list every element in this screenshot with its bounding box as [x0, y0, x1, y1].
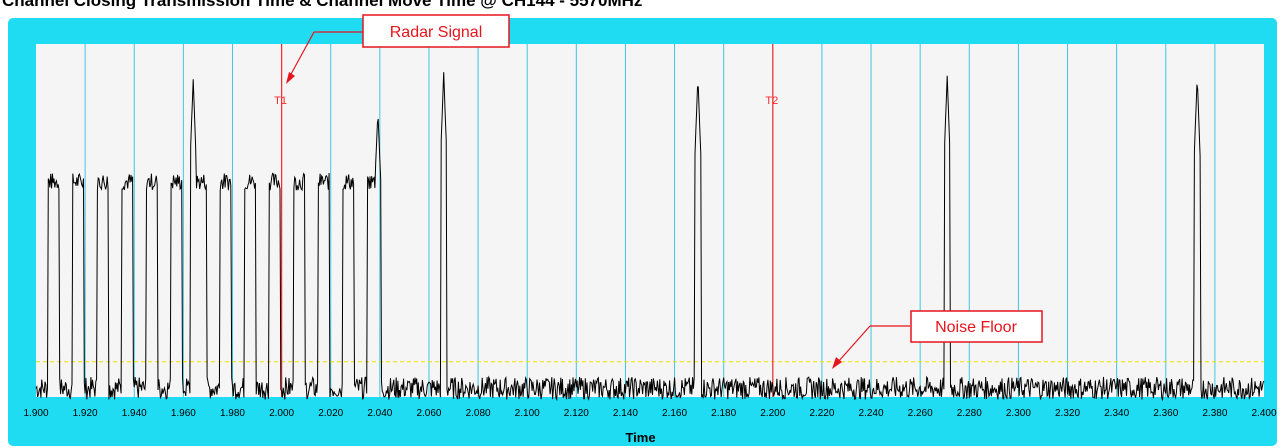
radar-signal-callout: Radar Signal: [362, 14, 510, 48]
x-tick-label: 2.260: [908, 408, 933, 419]
x-tick-label: 2.080: [466, 408, 491, 419]
noise-floor-label: Noise Floor: [935, 319, 1017, 336]
x-tick-label: 2.380: [1202, 408, 1227, 419]
x-axis-title: Time: [625, 430, 656, 445]
x-tick-label: 1.940: [122, 408, 147, 419]
x-tick-label: 2.360: [1153, 408, 1178, 419]
x-tick-label: 2.300: [1006, 408, 1031, 419]
radar-signal-arrow-shaft: [289, 31, 315, 77]
noise-floor-callout: Noise Floor: [910, 310, 1043, 343]
x-tick-label: 2.020: [318, 408, 343, 419]
x-tick-label: 2.320: [1055, 408, 1080, 419]
noise-floor-arrow-shaft: [837, 325, 871, 363]
x-tick-label: 1.920: [73, 408, 98, 419]
radar-signal-arrowhead: [286, 72, 295, 84]
x-tick-label: 2.400: [1251, 408, 1276, 419]
x-tick-label: 2.000: [269, 408, 294, 419]
signal-trace: [35, 72, 1265, 402]
x-tick-label: 2.100: [515, 408, 540, 419]
x-tick-label: 1.960: [171, 408, 196, 419]
chart-title: Channel Closing Transmission Time & Chan…: [2, 0, 642, 9]
radar-signal-label: Radar Signal: [390, 24, 483, 41]
x-tick-label: 2.160: [662, 408, 687, 419]
x-tick-label: 2.120: [564, 408, 589, 419]
time-marker-label: T2: [765, 95, 778, 107]
x-tick-label: 2.240: [859, 408, 884, 419]
x-tick-label: 2.220: [809, 408, 834, 419]
title-wrap: Channel Closing Transmission Time & Chan…: [0, 0, 1281, 9]
x-tick-label: 2.060: [416, 408, 441, 419]
noise-floor-arrowhead: [832, 357, 842, 369]
time-marker-label: T1: [274, 95, 287, 107]
x-tick-label: 1.900: [23, 408, 48, 419]
time-markers: T1 T2: [274, 44, 778, 397]
x-tick-label: 2.280: [957, 408, 982, 419]
x-tick-label: 2.040: [367, 408, 392, 419]
x-tick-label: 2.200: [760, 408, 785, 419]
x-tick-label: 2.140: [613, 408, 638, 419]
x-tick-label: 1.980: [220, 408, 245, 419]
plot-area: [36, 44, 1264, 397]
x-tick-label: 2.340: [1104, 408, 1129, 419]
x-tick-labels: 1.900 1.920 1.940 1.960 1.980 2.000 2.020 2.040…: [23, 408, 1276, 419]
x-tick-label: 2.180: [711, 408, 736, 419]
